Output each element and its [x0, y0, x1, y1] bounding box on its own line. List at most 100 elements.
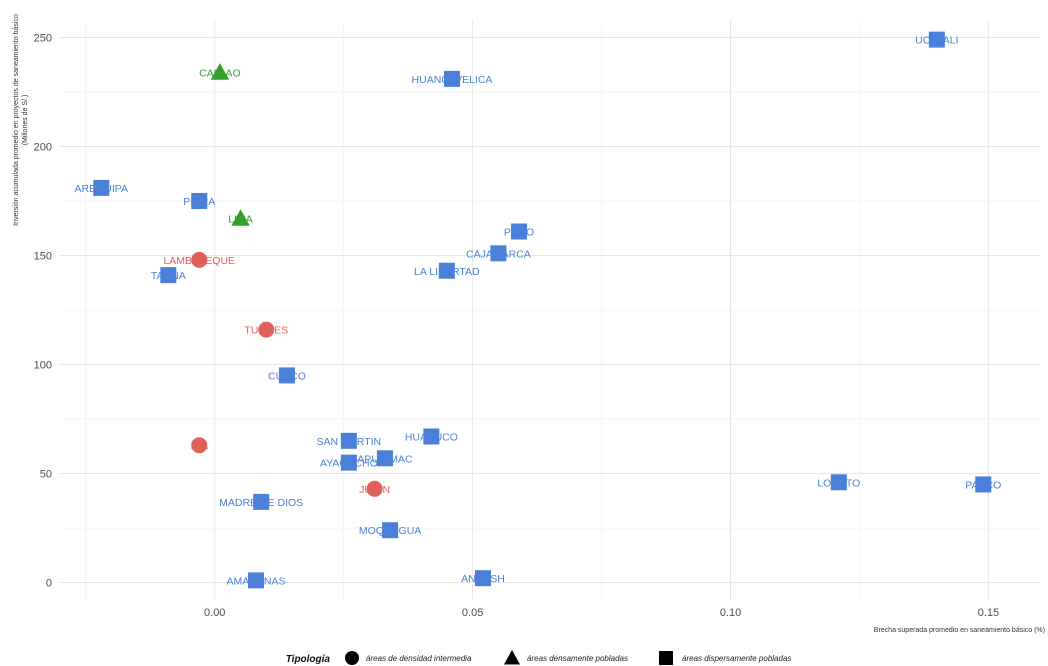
point-label: AMAZONAS — [227, 575, 286, 587]
point-label: MADRE DE DIOS — [219, 497, 303, 509]
data-point: TUMBES — [244, 321, 288, 338]
data-point: CALLAO — [199, 63, 241, 80]
point-marker — [210, 63, 230, 80]
point-label: CUSCO — [268, 370, 306, 382]
point-label: UCAYALI — [915, 35, 958, 47]
data-point: LAMBAYEQUE — [163, 251, 235, 268]
grid — [60, 20, 1040, 600]
point-marker — [93, 179, 110, 196]
legend-label: áreas densamente pobladas — [527, 654, 628, 663]
point-marker — [278, 367, 295, 384]
y-tick-label: 0 — [46, 578, 52, 590]
x-tick-label: 0.00 — [204, 607, 225, 619]
point-label: JUNIN — [359, 484, 390, 496]
point-marker — [253, 493, 270, 510]
data-point: AMAZONAS — [227, 572, 286, 589]
data-point: HUANCAVELICA — [412, 70, 493, 87]
y-tick-label: 100 — [34, 360, 52, 372]
x-axis-title: Brecha superada promedio en saneamiento … — [874, 627, 1045, 634]
y-axis-title-line1: Inversión acumulada promedio en proyecto… — [13, 14, 20, 226]
point-label: ANCASH — [461, 573, 505, 585]
data-point: PUNO — [504, 223, 534, 240]
point-marker — [511, 223, 528, 240]
legend-item-intermedia: áreas de densidad intermedia — [345, 651, 472, 665]
axis-ticks: 0.00 0.05 0.10 0.15 0 50 100 150 200 250 — [34, 32, 999, 619]
data-point: LORETO — [817, 474, 860, 491]
data-point: LIMA — [228, 209, 253, 226]
data-point: JUNIN — [359, 480, 390, 497]
data-point: LA LIBERTAD — [414, 262, 480, 279]
data-point: ICA — [191, 437, 209, 454]
legend-title: Tipología — [286, 654, 331, 665]
point-marker — [376, 450, 393, 467]
point-label: LAMBAYEQUE — [163, 255, 235, 267]
point-label: AREQUIPA — [75, 183, 128, 195]
point-marker — [928, 31, 945, 48]
point-label: ICA — [191, 440, 209, 452]
data-point: AREQUIPA — [75, 179, 128, 196]
point-label: CAJAMARCA — [466, 248, 531, 260]
point-marker — [366, 480, 383, 497]
point-marker — [191, 437, 208, 454]
point-label: APURIMAC — [357, 453, 413, 465]
point-marker — [975, 476, 992, 493]
point-marker — [191, 192, 208, 209]
data-point: PASCO — [965, 476, 1001, 493]
data-point: MOQUEGUA — [359, 522, 421, 539]
point-marker — [444, 70, 460, 87]
point-marker — [490, 245, 507, 262]
point-label: SAN MARTIN — [317, 436, 382, 448]
point-label: PIURA — [183, 196, 215, 208]
data-point: CAJAMARCA — [466, 245, 531, 262]
data-point: MADRE DE DIOS — [219, 493, 303, 510]
data-point: PIURA — [183, 192, 215, 209]
point-marker — [191, 251, 208, 268]
point-label: TACNA — [151, 270, 186, 282]
point-marker — [438, 262, 455, 279]
data-point: APURIMAC — [357, 450, 413, 467]
data-point: UCAYALI — [915, 31, 959, 48]
point-marker — [258, 321, 275, 338]
point-label: TUMBES — [244, 325, 288, 337]
point-label: PUNO — [504, 227, 534, 239]
data-point: TACNA — [151, 267, 186, 284]
point-marker — [474, 570, 491, 587]
point-marker — [382, 522, 399, 539]
point-marker — [423, 428, 440, 445]
data-point: ANCASH — [461, 570, 505, 587]
point-label: HUANCAVELICA — [412, 74, 493, 86]
legend-item-dispersa: áreas dispersamente pobladas — [659, 651, 791, 665]
legend-item-densa: áreas densamente pobladas — [503, 649, 628, 665]
legend-marker — [503, 649, 521, 665]
point-label: HUANUCO — [405, 431, 458, 443]
point-label: PASCO — [965, 479, 1001, 491]
point-marker — [340, 454, 357, 471]
y-tick-label: 50 — [40, 469, 52, 481]
data-point: AYACUCHO — [320, 454, 378, 471]
y-tick-label: 200 — [34, 141, 52, 153]
point-marker — [340, 432, 357, 449]
legend: Tipología áreas de densidad intermedia ár… — [286, 649, 791, 665]
point-label: MOQUEGUA — [359, 525, 421, 537]
x-tick-label: 0.05 — [462, 607, 483, 619]
legend-label: áreas dispersamente pobladas — [682, 654, 791, 663]
x-tick-label: 0.10 — [720, 607, 741, 619]
data-point: CUSCO — [268, 367, 306, 384]
point-label: LA LIBERTAD — [414, 266, 480, 278]
point-label: LORETO — [817, 477, 860, 489]
legend-marker — [345, 651, 359, 665]
point-label: LIMA — [228, 213, 253, 225]
point-marker — [231, 209, 250, 226]
y-axis-title-line2: (Millones de S/.) — [22, 95, 29, 146]
point-marker — [248, 572, 264, 589]
point-label: AYACUCHO — [320, 458, 378, 470]
data-point: HUANUCO — [405, 428, 458, 445]
legend-label: áreas de densidad intermedia — [366, 654, 472, 663]
legend-marker — [659, 651, 673, 665]
y-axis-title: Inversión acumulada promedio en proyecto… — [13, 14, 29, 226]
y-tick-label: 150 — [34, 250, 52, 262]
point-label: CALLAO — [199, 67, 240, 79]
point-marker — [160, 267, 177, 284]
